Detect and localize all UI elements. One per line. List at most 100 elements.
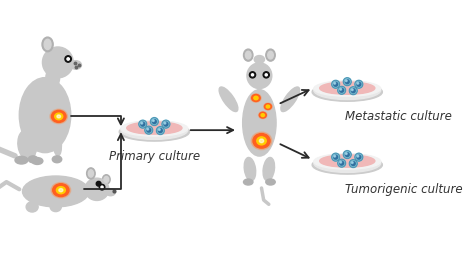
Text: Metastatic culture: Metastatic culture (345, 110, 452, 123)
Ellipse shape (268, 51, 273, 59)
Circle shape (343, 78, 351, 86)
Circle shape (150, 118, 158, 125)
Circle shape (67, 58, 69, 60)
Circle shape (65, 56, 72, 62)
Ellipse shape (266, 49, 275, 61)
Circle shape (164, 122, 168, 126)
Ellipse shape (251, 132, 272, 150)
Circle shape (340, 161, 342, 163)
Ellipse shape (314, 154, 381, 172)
Ellipse shape (121, 121, 188, 136)
Circle shape (141, 122, 145, 126)
Ellipse shape (247, 63, 272, 89)
Circle shape (334, 155, 336, 157)
Circle shape (332, 153, 340, 161)
Ellipse shape (56, 187, 65, 194)
Circle shape (332, 80, 340, 88)
Ellipse shape (88, 170, 93, 177)
Circle shape (139, 120, 147, 128)
Circle shape (334, 155, 337, 159)
Ellipse shape (50, 202, 61, 212)
Circle shape (147, 128, 149, 130)
Ellipse shape (57, 115, 61, 118)
Ellipse shape (59, 189, 63, 192)
Ellipse shape (258, 112, 267, 119)
Circle shape (357, 82, 361, 86)
Ellipse shape (26, 202, 38, 212)
Ellipse shape (259, 112, 266, 118)
Text: Tumorigenic culture: Tumorigenic culture (345, 183, 463, 196)
Ellipse shape (43, 47, 73, 78)
Ellipse shape (219, 87, 238, 112)
Ellipse shape (253, 134, 270, 148)
Ellipse shape (266, 105, 270, 108)
Ellipse shape (319, 82, 375, 94)
Ellipse shape (244, 49, 253, 61)
Text: Primary culture: Primary culture (109, 150, 200, 163)
Ellipse shape (102, 175, 110, 184)
Ellipse shape (281, 87, 300, 112)
Circle shape (156, 126, 164, 135)
Ellipse shape (261, 114, 264, 116)
Ellipse shape (28, 131, 37, 157)
Circle shape (153, 120, 156, 123)
Circle shape (101, 186, 103, 188)
Circle shape (153, 120, 154, 121)
Circle shape (357, 82, 359, 84)
Circle shape (346, 80, 347, 82)
Ellipse shape (254, 56, 264, 63)
Ellipse shape (264, 104, 272, 110)
Circle shape (334, 82, 337, 86)
Ellipse shape (266, 179, 275, 185)
Ellipse shape (312, 156, 383, 174)
Circle shape (351, 89, 355, 93)
Ellipse shape (127, 122, 182, 134)
Ellipse shape (42, 37, 53, 52)
Circle shape (351, 89, 353, 91)
Ellipse shape (19, 78, 71, 153)
Ellipse shape (254, 96, 258, 100)
Circle shape (351, 162, 355, 165)
Ellipse shape (18, 130, 36, 160)
Circle shape (158, 129, 162, 133)
Circle shape (346, 153, 347, 154)
Circle shape (334, 82, 336, 84)
Circle shape (355, 153, 363, 161)
Ellipse shape (312, 83, 383, 101)
Circle shape (164, 122, 166, 124)
Circle shape (162, 120, 170, 128)
Ellipse shape (32, 158, 43, 164)
Circle shape (349, 87, 357, 95)
Ellipse shape (22, 176, 89, 207)
Circle shape (340, 88, 342, 90)
Circle shape (337, 159, 346, 167)
Circle shape (158, 129, 160, 131)
Ellipse shape (119, 123, 190, 141)
Ellipse shape (53, 130, 62, 156)
Ellipse shape (87, 168, 95, 179)
Ellipse shape (85, 178, 109, 200)
Ellipse shape (106, 189, 115, 196)
Circle shape (99, 184, 105, 190)
Circle shape (337, 86, 346, 94)
Circle shape (340, 161, 344, 165)
Circle shape (147, 128, 151, 132)
Circle shape (351, 162, 353, 164)
Circle shape (346, 80, 349, 84)
Circle shape (357, 155, 359, 157)
Circle shape (343, 151, 351, 158)
Ellipse shape (314, 81, 381, 100)
Ellipse shape (314, 154, 381, 169)
Ellipse shape (314, 81, 381, 96)
Ellipse shape (70, 61, 82, 69)
Circle shape (340, 88, 344, 92)
Circle shape (96, 181, 101, 186)
Ellipse shape (52, 156, 62, 163)
Ellipse shape (319, 155, 375, 167)
Ellipse shape (251, 94, 261, 102)
Ellipse shape (44, 39, 51, 50)
Ellipse shape (46, 67, 60, 89)
Ellipse shape (51, 183, 71, 198)
Ellipse shape (50, 109, 67, 124)
Ellipse shape (257, 137, 266, 145)
